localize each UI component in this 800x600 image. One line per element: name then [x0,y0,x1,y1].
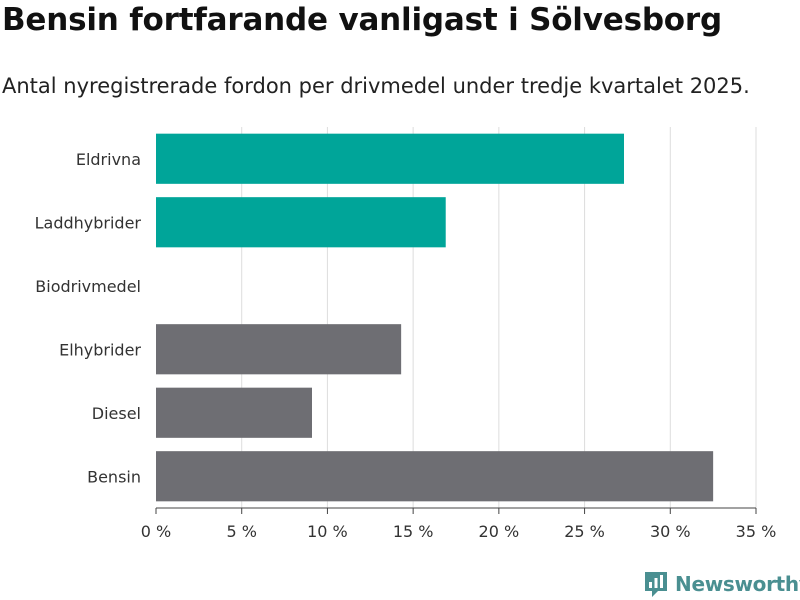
bar-laddhybrider [156,197,446,248]
category-label: Bensin [87,467,141,486]
category-label: Diesel [92,404,141,423]
brand-name: Newsworthy [675,572,800,596]
chart-title: Bensin fortfarande vanligast i Sölvesbor… [2,2,722,38]
category-label: Elhybrider [59,340,141,359]
bar-chart: Eldrivna Laddhybrider Biodrivmedel Elhybrid… [35,127,777,541]
x-tick-label: 10 % [307,522,348,541]
x-tick-label: 25 % [564,522,605,541]
category-label: Laddhybrider [35,213,142,232]
category-label: Biodrivmedel [35,277,141,296]
x-tick-label: 5 % [226,522,256,541]
newsworthy-logo-icon [645,572,667,597]
bar-bensin [156,451,714,502]
bar-eldrivna [156,133,624,184]
chart-subtitle: Antal nyregistrerade fordon per drivmede… [2,74,750,98]
x-tick-label: 35 % [736,522,777,541]
bar-elhybrider [156,324,402,375]
x-tick-label: 20 % [479,522,520,541]
brand-logo: Newsworthy [643,568,800,600]
x-tick-label: 0 % [141,522,171,541]
category-label: Eldrivna [76,150,141,169]
x-tick-label: 30 % [650,522,691,541]
x-tick-label: 15 % [393,522,434,541]
bar-diesel [156,387,312,438]
